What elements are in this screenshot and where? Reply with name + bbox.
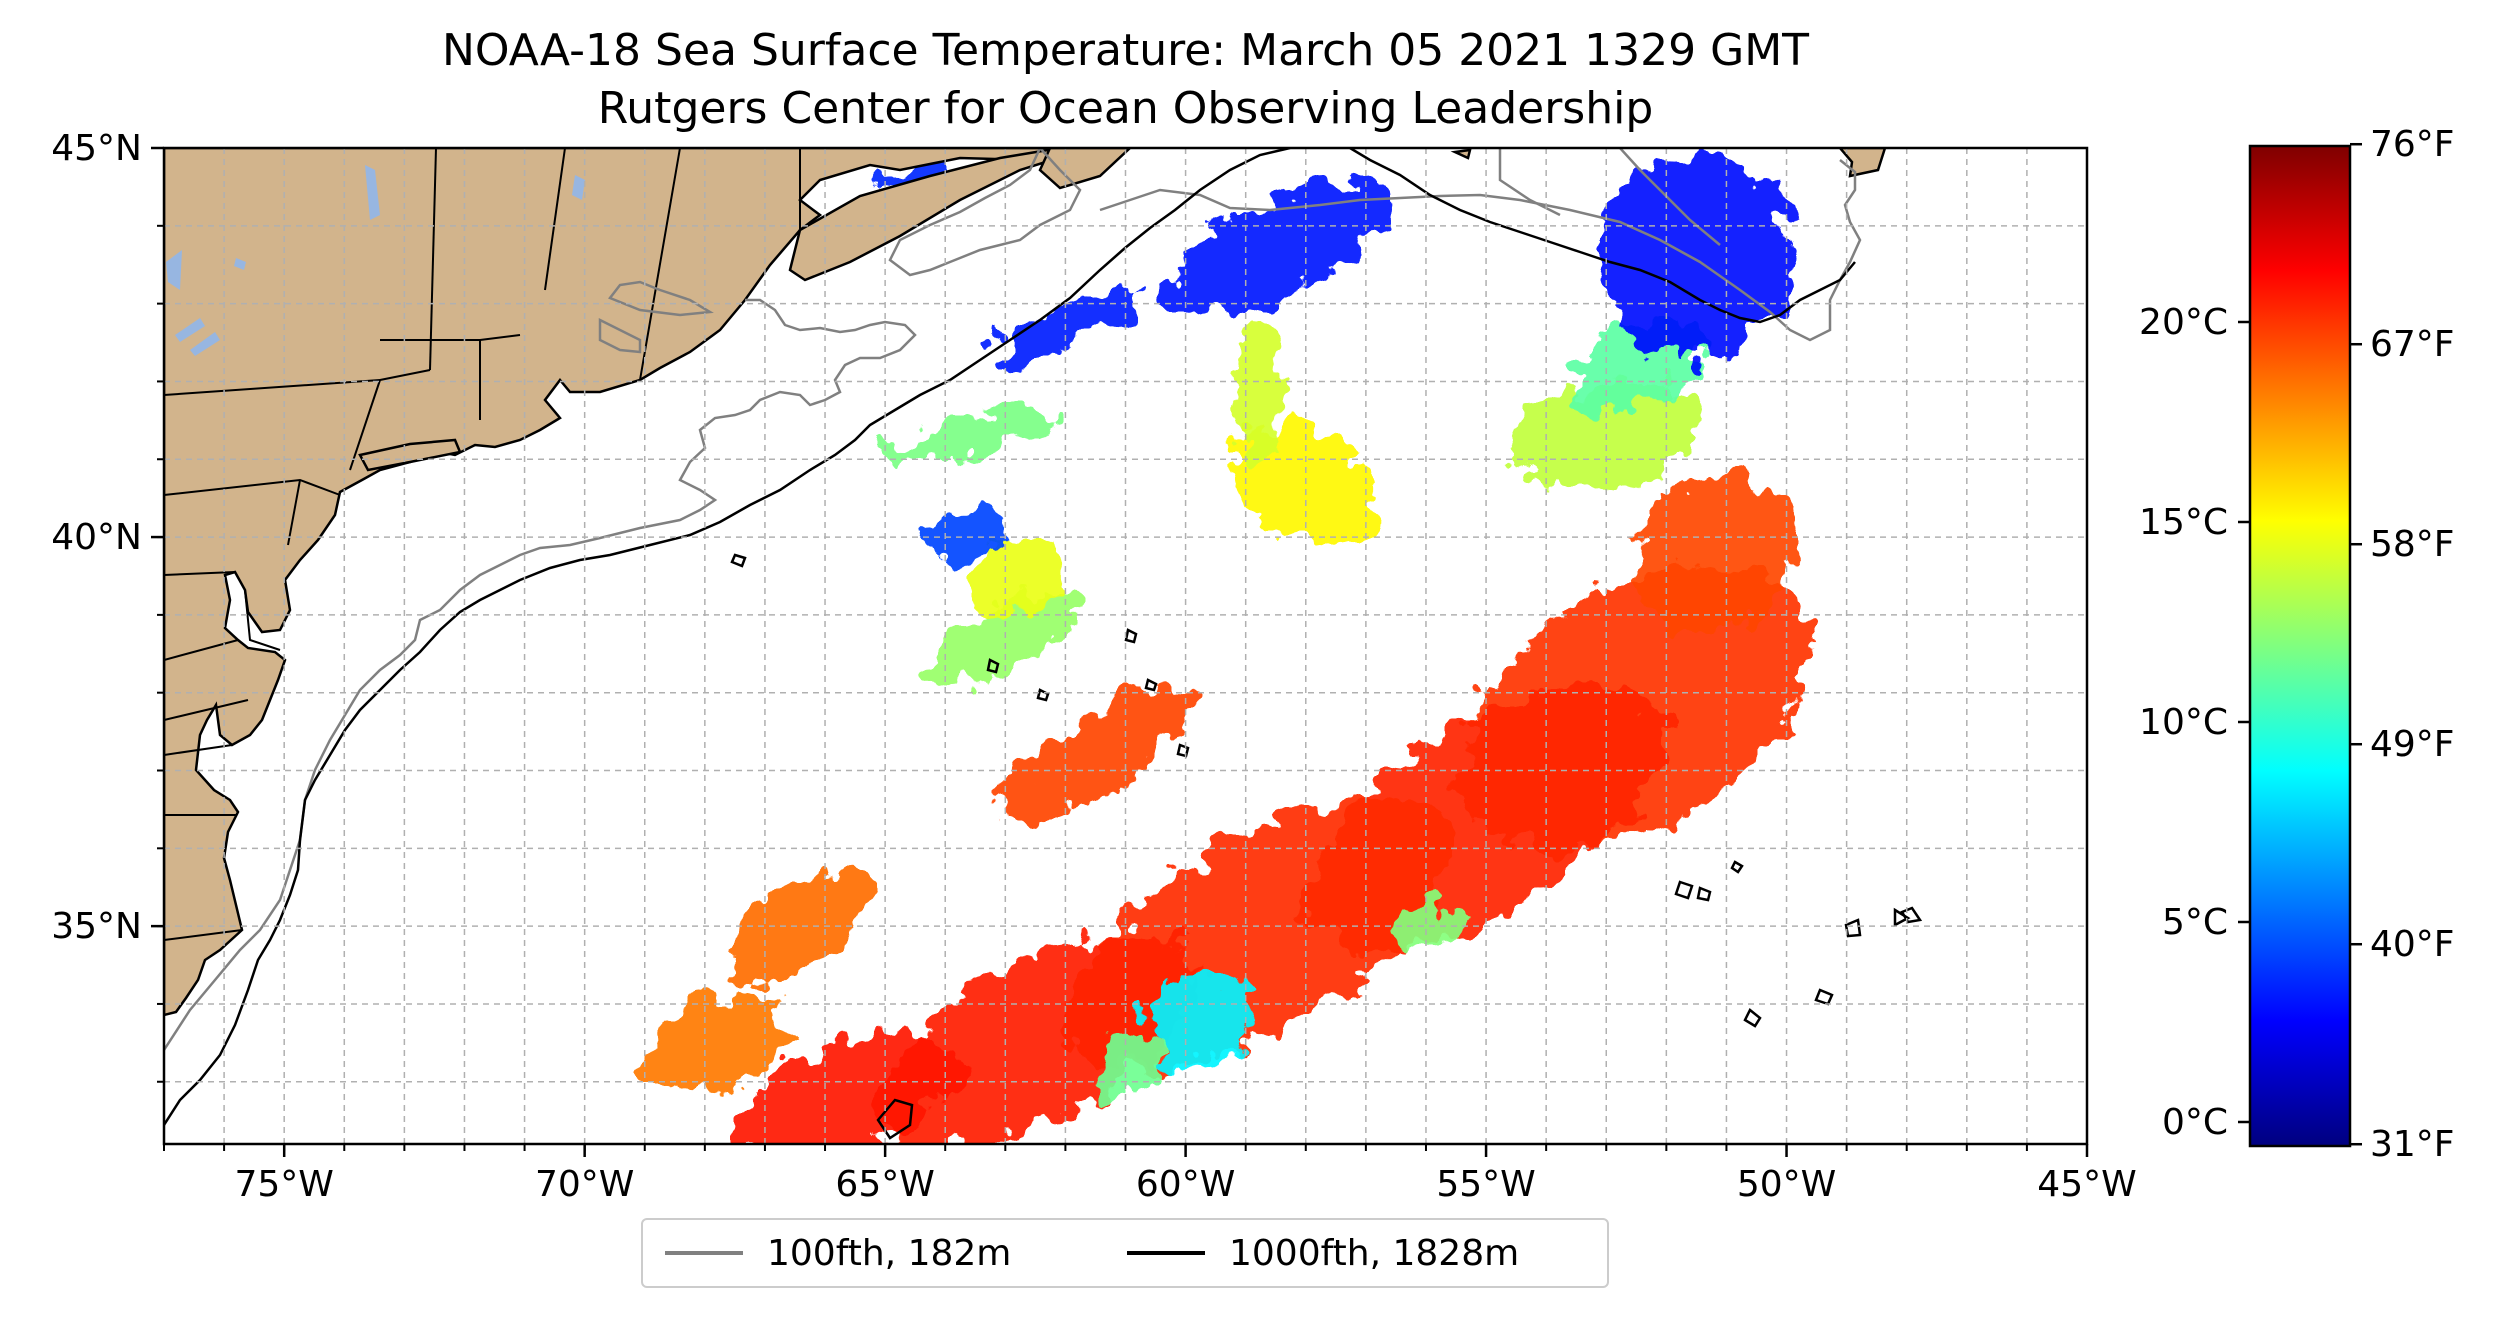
legend-swatch-1000fth xyxy=(1127,1251,1205,1255)
latitude-axis: 45°N 40°N 35°N xyxy=(51,128,164,1083)
colorbar-f-label: 31°F xyxy=(2370,1124,2455,1165)
sst-patch xyxy=(734,1031,964,1144)
colorbar-c-label: 15°C xyxy=(2139,502,2228,543)
legend-label-1000fth: 1000fth, 1828m xyxy=(1229,1232,1520,1274)
colorbar-gradient xyxy=(2250,146,2350,1146)
long-island xyxy=(358,438,462,472)
lon-tick-label: 75°W xyxy=(234,1164,333,1205)
sst-patch xyxy=(1233,326,1282,468)
colorbar-f-label: 67°F xyxy=(2370,324,2455,365)
isobath-legend: 100fth, 182m 1000fth, 1828m xyxy=(641,1218,1609,1288)
lat-tick-label: 40°N xyxy=(51,517,142,558)
map-title: NOAA-18 Sea Surface Temperature: March 0… xyxy=(441,25,1810,76)
cape-breton xyxy=(1038,148,1132,190)
legend-label-100fth: 100fth, 182m xyxy=(767,1232,1012,1274)
map-subtitle: Rutgers Center for Ocean Observing Leade… xyxy=(597,83,1654,134)
lon-tick-label: 65°W xyxy=(835,1164,934,1205)
longitude-axis: 75°W 70°W 65°W 60°W 55°W 50°W 45°W xyxy=(163,1144,2137,1205)
sst-patch xyxy=(1165,183,1387,316)
colorbar-c-label: 0°C xyxy=(2162,1102,2228,1143)
legend-item-1000fth: 1000fth, 1828m xyxy=(1127,1220,1519,1286)
colorbar-c-label: 5°C xyxy=(2162,902,2228,943)
legend-item-100fth: 100fth, 182m xyxy=(665,1220,1011,1286)
sable-island xyxy=(1450,148,1472,160)
isobath-100fth xyxy=(164,148,1862,1051)
lat-tick-label: 45°N xyxy=(51,128,142,169)
lon-tick-label: 70°W xyxy=(535,1164,634,1205)
lon-tick-label: 50°W xyxy=(1737,1164,1836,1205)
lon-tick-label: 55°W xyxy=(1436,1164,1535,1205)
sst-patch xyxy=(647,992,787,1094)
sst-patch xyxy=(971,534,1064,618)
colorbar-frame xyxy=(2248,144,2352,1148)
state-borders xyxy=(164,148,801,941)
colorbar-f-label: 40°F xyxy=(2370,924,2455,965)
sst-patch xyxy=(1632,472,1796,634)
colorbar-c-label: 20°C xyxy=(2139,302,2228,343)
land-mass xyxy=(164,148,1887,1017)
nova-scotia xyxy=(788,148,1091,282)
north-america-coast xyxy=(164,148,1061,1017)
colorbar-f-label: 49°F xyxy=(2370,724,2455,765)
sst-patch xyxy=(1144,971,1251,1068)
lon-tick-label: 45°W xyxy=(2037,1164,2136,1205)
sst-patch xyxy=(887,409,1064,463)
lat-tick-label: 35°N xyxy=(51,906,142,947)
colorbar-f-label: 76°F xyxy=(2370,124,2455,165)
colorbar-celsius-axis: 0°C 5°C 10°C 15°C 20°C xyxy=(2139,302,2250,1143)
grid-lines xyxy=(164,148,2087,1144)
sst-patch xyxy=(1600,155,1793,359)
lon-tick-label: 60°W xyxy=(1136,1164,1235,1205)
lakes xyxy=(166,165,585,356)
legend-swatch-100fth xyxy=(665,1251,743,1255)
colorbar-f-label: 58°F xyxy=(2370,524,2455,565)
sst-patch xyxy=(872,933,1199,1144)
colorbar-c-label: 10°C xyxy=(2139,702,2228,743)
sst-patch xyxy=(1391,900,1461,952)
colorbar-fahrenheit-axis: 31°F 40°F 49°F 58°F 67°F 76°F xyxy=(2350,124,2455,1165)
sst-patch xyxy=(1004,685,1187,825)
sst-data-layer xyxy=(647,155,1811,1144)
